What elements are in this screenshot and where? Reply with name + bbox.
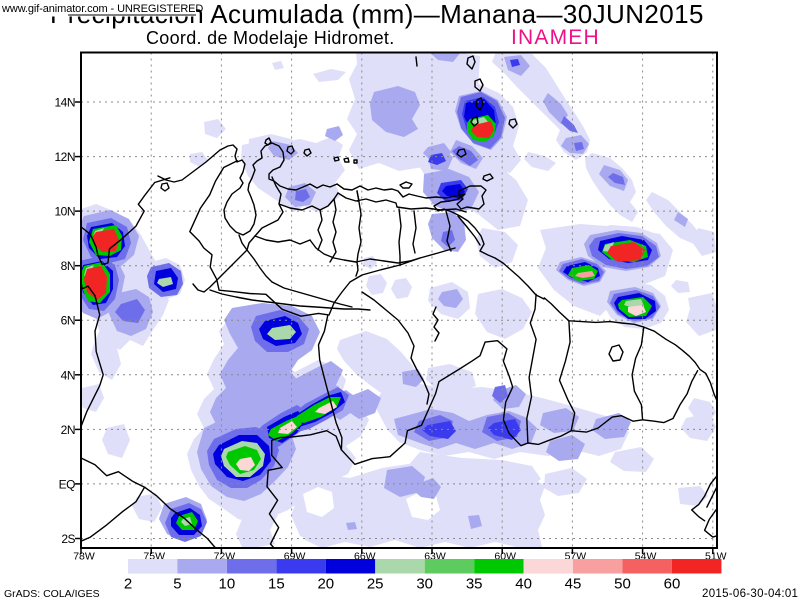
svg-text:45: 45 <box>565 576 582 593</box>
svg-text:2015-06-30-04:01: 2015-06-30-04:01 <box>702 588 798 600</box>
svg-text:40: 40 <box>515 576 532 593</box>
svg-text:30: 30 <box>416 576 433 593</box>
svg-text:14N: 14N <box>54 96 75 110</box>
svg-text:EQ: EQ <box>59 477 76 491</box>
svg-text:4N: 4N <box>61 368 75 382</box>
svg-text:25: 25 <box>367 576 384 593</box>
svg-text:60: 60 <box>664 576 681 593</box>
svg-text:78W: 78W <box>73 551 95 563</box>
svg-text:10N: 10N <box>54 205 75 219</box>
svg-text:12N: 12N <box>54 150 75 164</box>
svg-text:5: 5 <box>173 576 181 593</box>
svg-text:20: 20 <box>317 576 334 593</box>
svg-text:GrADS: COLA/IGES: GrADS: COLA/IGES <box>4 588 100 600</box>
svg-text:50: 50 <box>614 576 631 593</box>
svg-text:35: 35 <box>466 576 483 593</box>
svg-text:10: 10 <box>219 576 236 593</box>
svg-text:Coord. de Modelaje Hidromet.: Coord. de Modelaje Hidromet. <box>146 28 395 48</box>
svg-text:www.gif-animator.com - UNREGIS: www.gif-animator.com - UNREGISTERED <box>1 3 203 15</box>
svg-text:8N: 8N <box>61 259 75 273</box>
svg-text:6N: 6N <box>61 314 75 328</box>
svg-text:2S: 2S <box>61 532 75 546</box>
svg-text:2N: 2N <box>61 423 75 437</box>
svg-text:INAMEH: INAMEH <box>511 26 600 49</box>
svg-text:2: 2 <box>124 576 132 593</box>
svg-text:15: 15 <box>268 576 285 593</box>
